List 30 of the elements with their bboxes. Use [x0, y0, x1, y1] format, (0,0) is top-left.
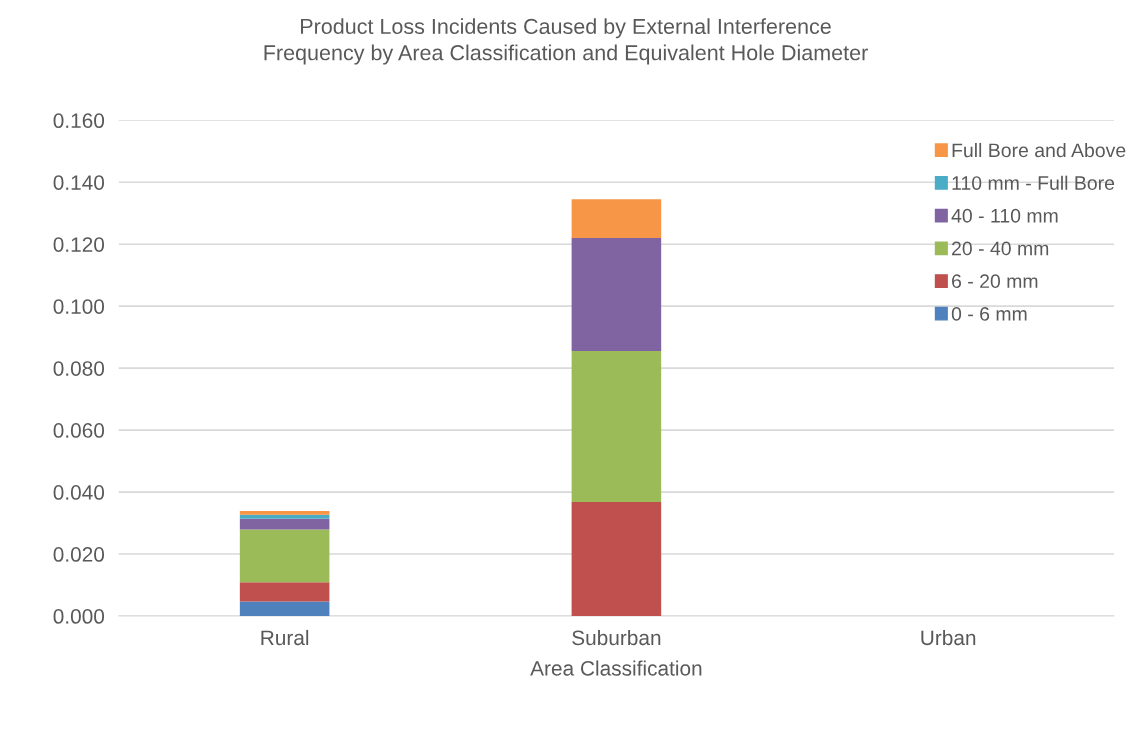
x-axis-title: Area Classification: [530, 660, 702, 676]
y-tick-label: 0.020: [53, 547, 105, 562]
bar: [571, 199, 662, 239]
bar: [239, 510, 330, 515]
legend-label: 40 - 110 mm: [951, 208, 1058, 223]
y-tick-label: 0.080: [53, 361, 105, 376]
y-tick-label: 0.160: [53, 113, 105, 129]
legend-label: Full Bore and Above: [952, 142, 1126, 158]
legend-label: 20 - 40 mm: [952, 241, 1049, 256]
bar: [239, 518, 330, 530]
legend-label: 0 - 6 mm: [951, 306, 1027, 321]
legend-label: 110 mm - Full Bore: [952, 175, 1115, 190]
x-tick-label: Suburban: [572, 629, 661, 646]
y-tick-label: 0.140: [53, 175, 105, 190]
bar: [239, 514, 330, 519]
bar: [239, 601, 330, 616]
x-tick-label: Rural: [261, 629, 309, 646]
x-tick-label: Urban: [921, 629, 976, 646]
bar: [571, 238, 662, 352]
y-tick-label: 0.040: [53, 485, 105, 500]
bar: [571, 351, 662, 502]
bar: [571, 501, 662, 616]
y-tick-label: 0.060: [53, 423, 105, 438]
y-tick-label: 0.000: [53, 609, 105, 624]
legend-label: 6 - 20 mm: [952, 274, 1038, 289]
y-tick-label: 0.100: [53, 299, 105, 314]
chart-title: Product Loss Incidents Caused by External Interference Frequency by Area Classification and Equivalent Hole Diameter: [264, 18, 868, 65]
bar: [239, 582, 330, 602]
y-tick-label: 0.120: [53, 237, 105, 252]
bar: [239, 529, 330, 583]
